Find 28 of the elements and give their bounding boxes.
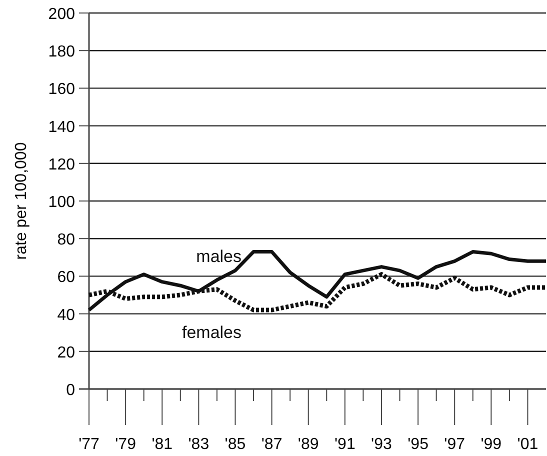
y-tick-label: 200 xyxy=(48,6,76,23)
x-tick-label: '89 xyxy=(298,436,319,453)
x-tick-label: '99 xyxy=(480,436,502,453)
x-tick-label: '85 xyxy=(224,436,246,453)
y-tick-label: 160 xyxy=(48,81,76,98)
y-axis-title: rate per 100,000 xyxy=(13,142,30,260)
x-tick-label: '95 xyxy=(408,436,429,453)
y-tick-label: 180 xyxy=(48,44,76,61)
y-tick-label: 80 xyxy=(57,232,76,249)
series-label: males xyxy=(196,246,242,266)
y-tick-label: 100 xyxy=(48,194,76,211)
x-tick-label: '79 xyxy=(115,436,136,453)
line-series xyxy=(87,250,547,312)
y-tick-label: 20 xyxy=(57,344,76,362)
x-tick-label: '81 xyxy=(152,436,173,453)
y-tick-label: 0 xyxy=(66,382,76,399)
y-tick-label: 40 xyxy=(57,306,76,324)
x-tick-label: '87 xyxy=(261,436,282,453)
x-tick-label: '83 xyxy=(188,436,210,453)
y-tick-label: 120 xyxy=(48,156,76,174)
x-tick-label: '01 xyxy=(517,436,538,453)
y-tick-label: 60 xyxy=(57,269,76,286)
y-tick-label: 140 xyxy=(48,118,76,136)
x-tick-label: '93 xyxy=(371,436,392,453)
x-tick-label: '91 xyxy=(334,436,356,453)
x-tick-label: '77 xyxy=(78,436,100,453)
x-tick-label: '97 xyxy=(444,436,466,453)
series-label: females xyxy=(182,323,242,342)
